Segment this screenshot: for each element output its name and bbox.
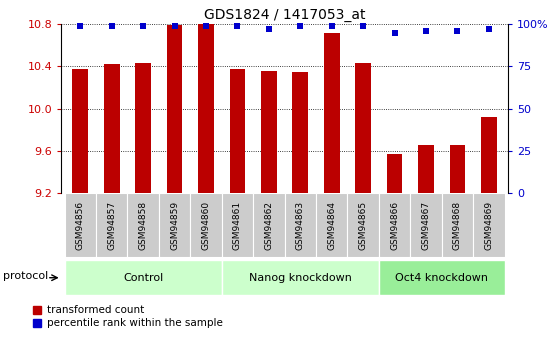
Text: GSM94857: GSM94857 <box>107 201 116 250</box>
Bar <box>442 193 473 257</box>
Text: GSM94868: GSM94868 <box>453 201 462 250</box>
Bar <box>222 260 379 295</box>
Text: GSM94861: GSM94861 <box>233 201 242 250</box>
Bar <box>261 71 277 193</box>
Text: Oct4 knockdown: Oct4 knockdown <box>395 273 488 283</box>
Text: GSM94866: GSM94866 <box>390 201 399 250</box>
Text: GSM94856: GSM94856 <box>76 201 85 250</box>
Bar <box>379 260 504 295</box>
Bar <box>104 64 119 193</box>
Bar <box>65 193 96 257</box>
Bar <box>481 117 497 193</box>
Text: GSM94862: GSM94862 <box>264 201 273 250</box>
Title: GDS1824 / 1417053_at: GDS1824 / 1417053_at <box>204 8 365 22</box>
Text: GSM94869: GSM94869 <box>484 201 493 250</box>
Text: protocol: protocol <box>3 271 49 281</box>
Bar <box>167 25 182 193</box>
Text: GSM94859: GSM94859 <box>170 201 179 250</box>
Text: Nanog knockdown: Nanog knockdown <box>249 273 352 283</box>
Bar <box>292 72 308 193</box>
Bar <box>190 193 222 257</box>
Text: GSM94863: GSM94863 <box>296 201 305 250</box>
Text: GSM94865: GSM94865 <box>359 201 368 250</box>
Text: GSM94864: GSM94864 <box>327 201 336 250</box>
Bar <box>135 63 151 193</box>
Text: GSM94860: GSM94860 <box>201 201 210 250</box>
Bar <box>324 33 340 193</box>
Bar <box>229 69 246 193</box>
Text: GSM94867: GSM94867 <box>421 201 431 250</box>
Bar <box>355 63 371 193</box>
Bar <box>379 193 410 257</box>
Bar <box>450 145 465 193</box>
Legend: transformed count, percentile rank within the sample: transformed count, percentile rank withi… <box>33 305 223 328</box>
Text: Control: Control <box>123 273 163 283</box>
Bar <box>198 24 214 193</box>
Bar <box>127 193 159 257</box>
Bar <box>387 154 402 193</box>
Text: GSM94858: GSM94858 <box>138 201 148 250</box>
Bar <box>418 145 434 193</box>
Bar <box>410 193 442 257</box>
Bar <box>73 69 88 193</box>
Bar <box>96 193 127 257</box>
Bar <box>65 260 222 295</box>
Bar <box>348 193 379 257</box>
Bar <box>285 193 316 257</box>
Bar <box>253 193 285 257</box>
Bar <box>316 193 348 257</box>
Bar <box>473 193 504 257</box>
Bar <box>159 193 190 257</box>
Bar <box>222 193 253 257</box>
